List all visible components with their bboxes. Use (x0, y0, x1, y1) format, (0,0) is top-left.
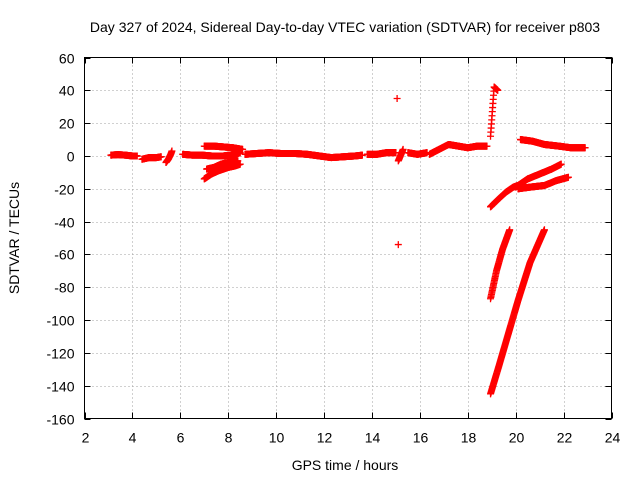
plot-frame (84, 57, 612, 419)
series-arc-g (203, 157, 242, 173)
x-axis-ticks: 2 4 6 8 10 12 14 16 18 20 22 24 (82, 57, 621, 446)
x-tick-label: 18 (461, 430, 477, 446)
y-tick-label: -160 (46, 412, 74, 428)
y-tick-label: 20 (59, 116, 75, 132)
y-tick-label: 0 (67, 149, 75, 165)
data-point (358, 151, 366, 159)
data-point (394, 241, 402, 249)
y-tick-label: 40 (59, 83, 75, 99)
data-point (506, 226, 514, 234)
data-point (581, 144, 589, 152)
series-arc-d (179, 149, 244, 160)
y-axis-ticks: -160 -140 -120 -100 -80 -60 -40 -20 0 20 40 60 (46, 51, 612, 428)
data-point (494, 86, 502, 94)
x-tick-label: 22 (557, 430, 573, 446)
series-arc-l (404, 149, 431, 158)
series-arc-e (200, 142, 247, 153)
series-arc-h (241, 149, 366, 162)
y-tick-label: -140 (46, 379, 74, 395)
data-point (564, 173, 572, 181)
x-tick-label: 24 (605, 430, 621, 446)
series-arc-m (425, 140, 491, 158)
x-axis-label: GPS time / hours (292, 457, 399, 473)
data-point (168, 147, 176, 155)
y-tick-label: 60 (59, 51, 75, 67)
y-tick-label: -120 (46, 346, 74, 362)
series-arc-b (138, 153, 165, 163)
x-tick-label: 4 (129, 430, 137, 446)
data-point (239, 145, 247, 153)
series-arc-t (487, 226, 548, 398)
series-arc-i (363, 149, 400, 158)
y-tick-label: -40 (54, 215, 74, 231)
data-point (399, 145, 407, 153)
x-tick-label: 12 (317, 430, 333, 446)
data-point (234, 157, 242, 165)
series-arc-q (514, 173, 572, 193)
data-point (483, 142, 491, 150)
series-arc-k (394, 145, 407, 165)
data-point (133, 152, 141, 160)
series-arc-j (393, 95, 402, 249)
grid (84, 57, 612, 419)
y-tick-label: -20 (54, 182, 74, 198)
series-arc-s (487, 226, 514, 303)
data-point (557, 160, 565, 168)
x-tick-label: 8 (225, 430, 233, 446)
x-tick-label: 2 (82, 430, 90, 446)
x-tick-label: 14 (365, 430, 381, 446)
y-tick-label: -100 (46, 313, 74, 329)
chart-title: Day 327 of 2024, Sidereal Day-to-day VTE… (90, 19, 600, 35)
x-tick-label: 6 (177, 430, 185, 446)
series-arc-n (487, 83, 502, 140)
data-point (157, 153, 165, 161)
data-point (393, 95, 401, 103)
x-tick-label: 16 (413, 430, 429, 446)
series-arc-a (107, 151, 141, 160)
x-tick-label: 10 (269, 430, 285, 446)
data-points (107, 83, 589, 398)
y-axis-label: SDTVAR / TECUs (6, 182, 22, 294)
data-point (540, 226, 548, 234)
x-tick-label: 20 (509, 430, 525, 446)
y-tick-label: -80 (54, 280, 74, 296)
series-arc-c (162, 147, 176, 167)
series-arc-r (516, 136, 589, 152)
y-tick-label: -60 (54, 247, 74, 263)
